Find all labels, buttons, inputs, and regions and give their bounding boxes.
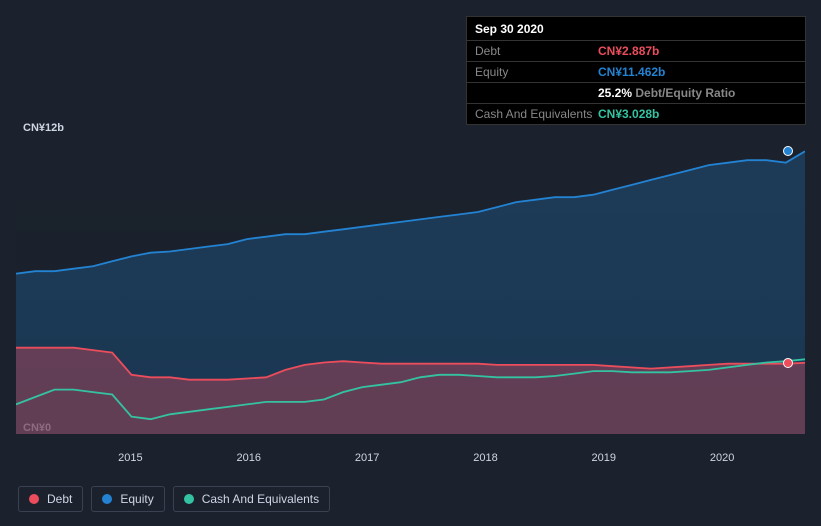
tooltip: Sep 30 2020 DebtCN¥2.887bEquityCN¥11.462… (466, 16, 806, 125)
tooltip-date: Sep 30 2020 (467, 17, 805, 41)
tooltip-row: DebtCN¥2.887b (467, 41, 805, 62)
chart-area[interactable] (16, 138, 805, 434)
legend-dot-icon (29, 494, 39, 504)
tooltip-row-value: CN¥2.887b (598, 44, 797, 58)
tooltip-row: Cash And EquivalentsCN¥3.028b (467, 104, 805, 124)
tooltip-row-label (475, 86, 598, 100)
x-axis-tick: 2019 (592, 452, 616, 464)
tooltip-row: 25.2% Debt/Equity Ratio (467, 83, 805, 104)
chart-svg (16, 138, 805, 434)
tooltip-row-label: Equity (475, 65, 598, 79)
y-axis-label-top: CN¥12b (23, 122, 64, 134)
legend-item-label: Cash And Equivalents (202, 492, 319, 506)
legend-item-debt[interactable]: Debt (18, 486, 83, 512)
tooltip-row-value: CN¥3.028b (598, 107, 797, 121)
legend-dot-icon (102, 494, 112, 504)
x-axis-tick: 2020 (710, 452, 734, 464)
x-axis-tick: 2018 (473, 452, 497, 464)
indicator-dot-debt (783, 358, 793, 368)
x-axis-tick: 2016 (237, 452, 261, 464)
legend-item-label: Debt (47, 492, 72, 506)
legend-item-equity[interactable]: Equity (91, 486, 164, 512)
tooltip-row-value: CN¥11.462b (598, 65, 797, 79)
legend-item-label: Equity (120, 492, 153, 506)
tooltip-rows: DebtCN¥2.887bEquityCN¥11.462b25.2% Debt/… (467, 41, 805, 124)
x-axis-tick: 2015 (118, 452, 142, 464)
tooltip-row-label: Debt (475, 44, 598, 58)
legend-item-cash[interactable]: Cash And Equivalents (173, 486, 330, 512)
legend: Debt Equity Cash And Equivalents (18, 486, 330, 512)
chart-root: Sep 30 2020 DebtCN¥2.887bEquityCN¥11.462… (0, 0, 821, 526)
tooltip-row-value: 25.2% Debt/Equity Ratio (598, 86, 797, 100)
tooltip-row: EquityCN¥11.462b (467, 62, 805, 83)
x-axis-tick: 2017 (355, 452, 379, 464)
tooltip-row-label: Cash And Equivalents (475, 107, 598, 121)
legend-dot-icon (184, 494, 194, 504)
